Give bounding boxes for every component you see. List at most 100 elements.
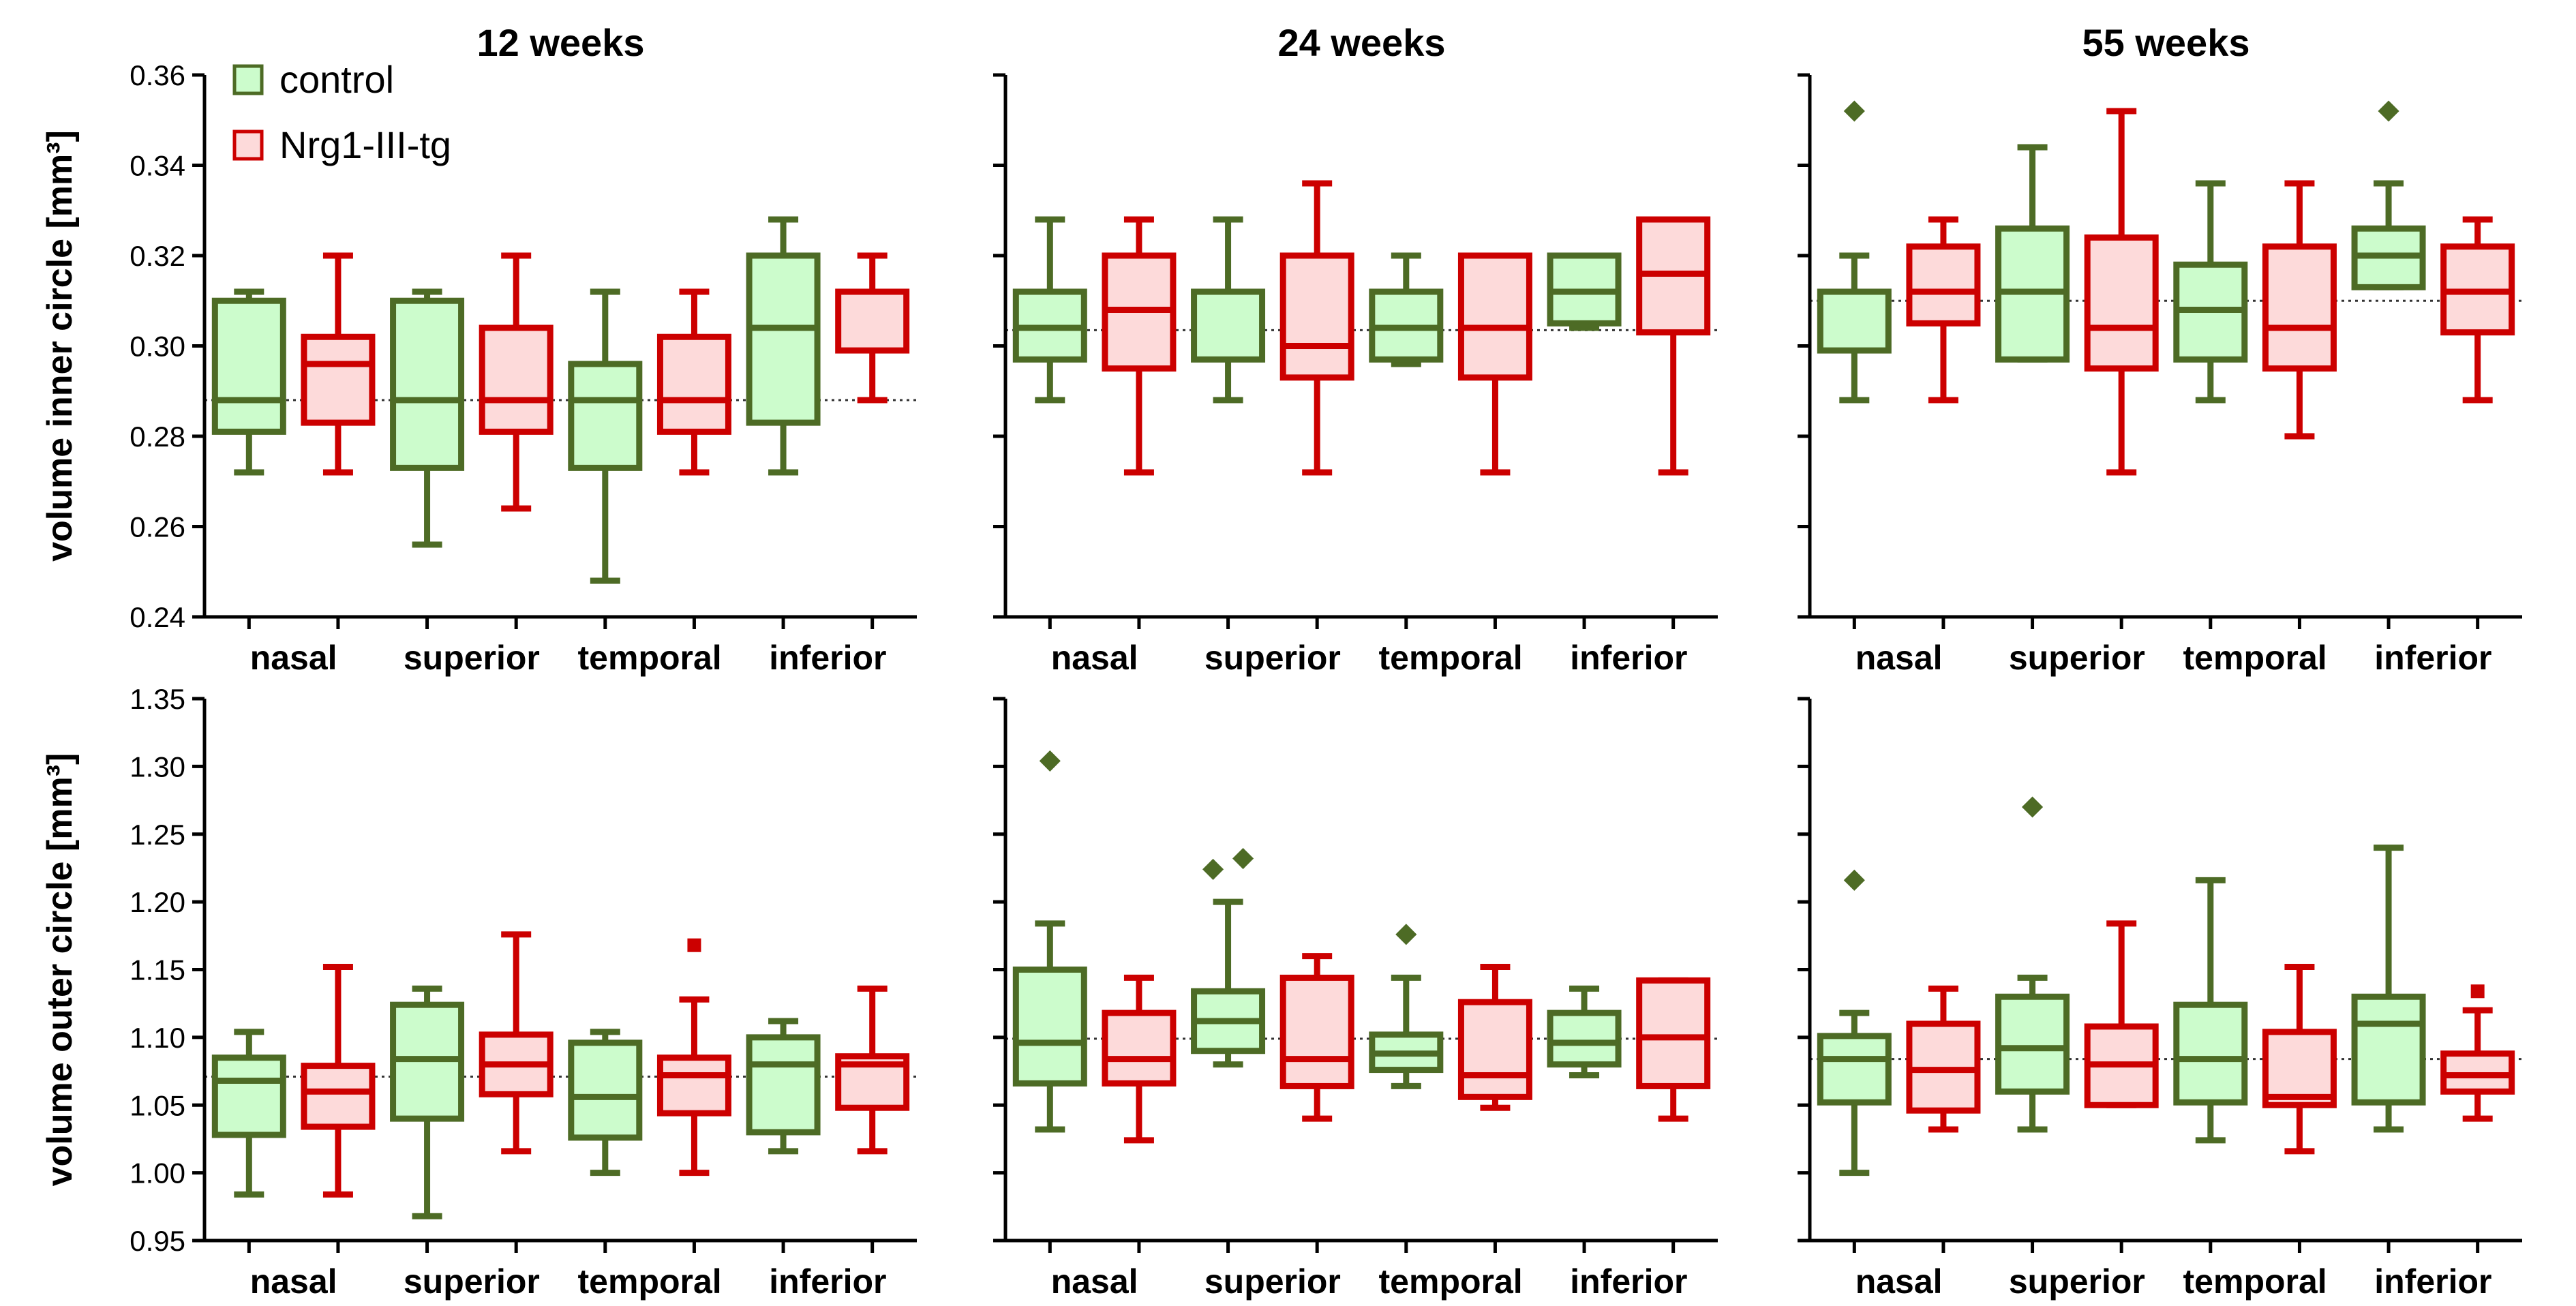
box-tg-nasal	[1906, 985, 1981, 1133]
outlier-point	[687, 938, 701, 952]
legend: control Nrg1-III-tg	[232, 58, 451, 166]
iqr-box	[2262, 243, 2337, 372]
iqr-box	[1636, 977, 1711, 1089]
iqr-box	[1102, 1009, 1177, 1087]
y-tick-label: 1.25	[130, 819, 185, 851]
box-tg-nasal	[1102, 974, 1177, 1144]
box-control-inferior	[2351, 100, 2426, 290]
outlier-point	[1202, 858, 1224, 880]
panel-r1-c1: nasal superior temporal inferior	[993, 697, 1718, 1301]
box-tg-superior	[479, 931, 554, 1155]
box-tg-nasal	[301, 252, 376, 476]
panel-r0-c0: 12 weeks 0.24 0.26 0.28 0.30 0.32 0.34 0.36 nasa…	[130, 21, 917, 677]
iqr-box	[1906, 243, 1981, 326]
category-label-inferior: inferior	[1570, 1262, 1687, 1301]
box-tg-nasal	[1906, 216, 1981, 404]
iqr-box	[1457, 999, 1532, 1100]
box-tg-temporal	[2262, 964, 2337, 1155]
outlier-point	[1039, 750, 1061, 772]
iqr-box	[1547, 1009, 1622, 1068]
category-label-superior: superior	[404, 1262, 540, 1301]
category-label-nasal: nasal	[1855, 1262, 1943, 1301]
panel-r0-c2: 55 weeks nasal superior temporal inferior	[1798, 21, 2522, 677]
category-label-temporal: temporal	[578, 639, 722, 677]
iqr-box	[390, 297, 465, 471]
panel-title-1: 24 weeks	[1278, 21, 1446, 64]
category-label-temporal: temporal	[2183, 1262, 2327, 1301]
iqr-box	[1817, 1033, 1892, 1106]
y-tick-label: 1.05	[130, 1089, 185, 1121]
box-control-nasal	[1012, 750, 1087, 1133]
iqr-box	[211, 1054, 286, 1138]
box-control-nasal	[211, 288, 286, 476]
box-tg-temporal	[656, 288, 731, 476]
box-tg-temporal	[656, 938, 731, 1176]
box-control-nasal	[211, 1029, 286, 1198]
iqr-box	[1995, 993, 2070, 1095]
legend-label-tg: Nrg1-III-tg	[279, 123, 451, 166]
box-tg-inferior	[1636, 977, 1711, 1122]
box-control-inferior	[746, 216, 821, 476]
y-axis-label-row-1: volume outer circle [mm³]	[40, 753, 80, 1187]
category-label-temporal: temporal	[578, 1262, 722, 1301]
box-control-temporal	[1369, 252, 1444, 367]
box-tg-superior	[1279, 180, 1354, 476]
iqr-box	[1191, 288, 1266, 363]
box-tg-nasal	[1102, 216, 1177, 476]
iqr-box	[211, 297, 286, 435]
category-label-nasal: nasal	[1051, 639, 1138, 677]
box-control-nasal	[1817, 100, 1892, 404]
box-tg-temporal	[1457, 964, 1532, 1111]
legend-swatch-control	[232, 64, 264, 95]
y-tick-label: 1.15	[130, 954, 185, 986]
box-control-nasal	[1817, 869, 1892, 1176]
box-tg-superior	[479, 252, 554, 512]
y-tick-label: 0.32	[130, 240, 185, 272]
box-control-inferior	[1547, 252, 1622, 331]
outlier-point	[1232, 847, 1254, 870]
outlier-point	[1395, 924, 1417, 945]
box-tg-inferior	[2440, 216, 2515, 404]
iqr-box	[479, 324, 554, 435]
y-tick-label: 1.35	[130, 683, 185, 715]
box-control-superior	[1191, 216, 1266, 404]
iqr-box	[568, 1039, 643, 1141]
iqr-box	[568, 361, 643, 471]
panel-title-0: 12 weeks	[477, 21, 645, 64]
box-control-superior	[1191, 847, 1266, 1068]
outlier-point	[1843, 869, 1865, 891]
panel-r0-c1: 24 weeks nasal superior temporal inferior	[993, 21, 1718, 677]
category-label-superior: superior	[2009, 1262, 2145, 1301]
category-label-inferior: inferior	[1570, 639, 1687, 677]
category-label-inferior: inferior	[769, 1262, 886, 1301]
legend-label-control: control	[279, 58, 394, 101]
iqr-box	[1012, 967, 1087, 1087]
y-tick-label: 1.30	[130, 750, 185, 783]
iqr-box	[1279, 252, 1354, 381]
box-control-temporal	[568, 1029, 643, 1176]
category-label-superior: superior	[2009, 639, 2145, 677]
y-tick-label: 0.30	[130, 331, 185, 363]
legend-swatch-tg	[232, 130, 264, 161]
box-control-superior	[390, 985, 465, 1219]
iqr-box	[1457, 252, 1532, 381]
y-tick-label: 0.24	[130, 601, 185, 633]
category-label-nasal: nasal	[250, 1262, 337, 1301]
outlier-point	[2022, 796, 2044, 818]
iqr-box	[656, 1054, 731, 1117]
iqr-box	[2351, 993, 2426, 1106]
box-tg-temporal	[2262, 180, 2337, 440]
box-control-temporal	[1369, 924, 1444, 1089]
box-tg-inferior	[1636, 216, 1711, 476]
category-label-inferior: inferior	[769, 639, 886, 677]
iqr-box	[2262, 1029, 2337, 1108]
y-tick-label: 1.20	[130, 886, 185, 918]
category-label-nasal: nasal	[250, 639, 337, 677]
outlier-point	[1843, 100, 1865, 122]
box-tg-nasal	[301, 964, 376, 1198]
category-label-nasal: nasal	[1855, 639, 1943, 677]
box-control-temporal	[568, 288, 643, 584]
y-tick-label: 1.00	[130, 1157, 185, 1189]
category-label-inferior: inferior	[2374, 639, 2491, 677]
panel-r1-c2: nasal superior temporal inferior	[1798, 697, 2522, 1301]
